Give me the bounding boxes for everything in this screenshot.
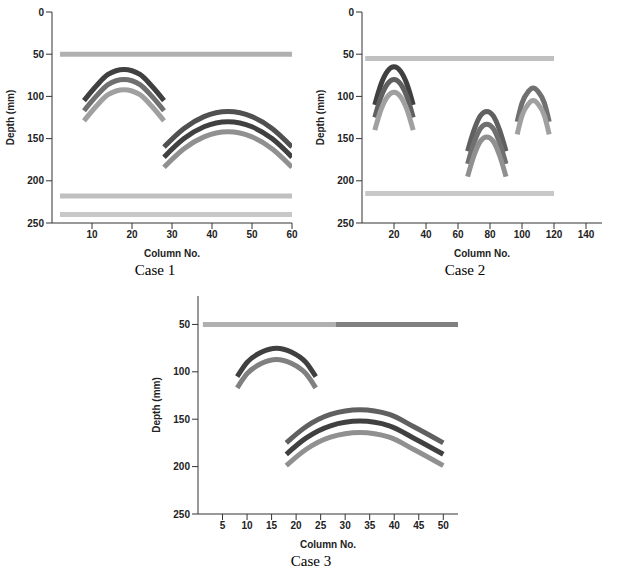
svg-text:15: 15 — [266, 520, 278, 531]
html-text:Case 2: Case 2 — [444, 262, 486, 278]
svg-text:40: 40 — [389, 520, 401, 531]
svg-text:Column No.: Column No. — [144, 248, 200, 259]
svg-text:200: 200 — [173, 461, 190, 472]
html-text:Case 3: Case 3 — [290, 553, 332, 569]
svg-text:30: 30 — [166, 229, 178, 240]
svg-text:150: 150 — [337, 133, 354, 144]
svg-text:0: 0 — [38, 7, 44, 18]
svg-text:50: 50 — [179, 319, 191, 330]
svg-text:20: 20 — [388, 229, 400, 240]
svg-text:5: 5 — [220, 520, 226, 531]
svg-text:100: 100 — [173, 366, 190, 377]
svg-text:25: 25 — [315, 520, 327, 531]
svg-text:120: 120 — [546, 229, 563, 240]
svg-text:200: 200 — [27, 175, 44, 186]
svg-text:30: 30 — [340, 520, 352, 531]
svg-text:Depth (mm): Depth (mm) — [315, 90, 326, 146]
svg-text:60: 60 — [452, 229, 464, 240]
svg-text:Column No.: Column No. — [300, 539, 356, 550]
html-text:Case 1: Case 1 — [134, 262, 176, 278]
svg-text:20: 20 — [126, 229, 138, 240]
svg-text:60: 60 — [286, 229, 298, 240]
svg-text:20: 20 — [291, 520, 303, 531]
svg-text:Depth (mm): Depth (mm) — [151, 377, 162, 433]
svg-text:40: 40 — [206, 229, 218, 240]
svg-text:10: 10 — [86, 229, 98, 240]
svg-text:35: 35 — [364, 520, 376, 531]
svg-text:80: 80 — [484, 229, 496, 240]
svg-text:50: 50 — [33, 49, 45, 60]
svg-text:150: 150 — [27, 133, 44, 144]
svg-text:250: 250 — [337, 218, 354, 229]
svg-text:Depth (mm): Depth (mm) — [5, 90, 16, 146]
svg-text:40: 40 — [420, 229, 432, 240]
svg-text:140: 140 — [578, 229, 595, 240]
svg-text:100: 100 — [27, 91, 44, 102]
svg-text:50: 50 — [246, 229, 258, 240]
svg-text:Column No.: Column No. — [454, 248, 510, 259]
svg-text:250: 250 — [27, 218, 44, 229]
svg-text:200: 200 — [337, 175, 354, 186]
svg-text:50: 50 — [343, 49, 355, 60]
svg-text:10: 10 — [241, 520, 253, 531]
svg-text:250: 250 — [173, 509, 190, 520]
svg-text:45: 45 — [413, 520, 425, 531]
svg-text:0: 0 — [348, 7, 354, 18]
svg-text:100: 100 — [514, 229, 531, 240]
svg-text:150: 150 — [173, 414, 190, 425]
svg-text:100: 100 — [337, 91, 354, 102]
svg-text:50: 50 — [438, 520, 450, 531]
